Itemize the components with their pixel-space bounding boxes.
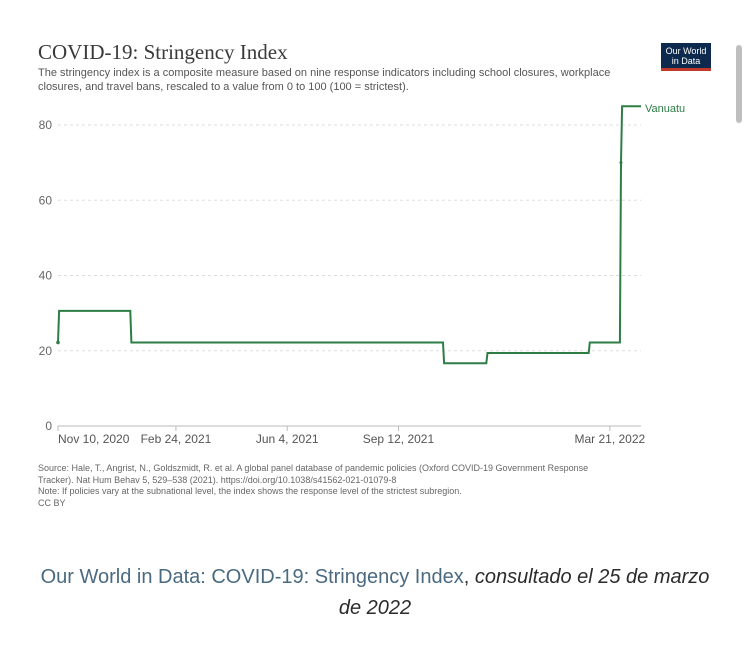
x-tick-label: Nov 10, 2020 <box>58 432 130 446</box>
source-line: Source: Hale, T., Angrist, N., Goldszmid… <box>38 463 589 473</box>
chart-card: COVID-19: Stringency Index The stringenc… <box>38 40 711 509</box>
series-label: Vanuatu <box>645 103 685 115</box>
series-line-vanuatu <box>57 105 641 365</box>
license-line: CC BY <box>38 497 66 508</box>
note-line: Note: If policies vary at the subnationa… <box>38 486 462 496</box>
citation-note: consultado el 25 de marzo de 2022 <box>338 566 710 619</box>
x-tick-label: Feb 24, 2021 <box>141 432 212 446</box>
x-tick-label: Jun 4, 2021 <box>256 432 319 446</box>
owid-logo-line2: in Data <box>671 56 701 66</box>
citation: Our World in Data: COVID-19: Stringency … <box>30 562 720 624</box>
scrollbar[interactable] <box>736 45 744 125</box>
y-tick-label: 20 <box>39 344 53 358</box>
y-tick-label: 60 <box>39 193 53 207</box>
x-tick-label: Sep 12, 2021 <box>363 432 435 446</box>
source-line: Tracker). Nat Hum Behav 5, 529–538 (2021… <box>38 474 397 485</box>
chart-title: COVID-19: Stringency Index <box>38 40 288 64</box>
citation-link[interactable]: Our World in Data: COVID-19: Stringency … <box>40 566 464 588</box>
owid-logo[interactable]: Our World in Data <box>661 43 711 71</box>
y-tick-label: 0 <box>45 419 52 433</box>
chart-source: Source: Hale, T., Angrist, N., Goldszmid… <box>38 463 698 509</box>
series-point <box>619 161 623 165</box>
y-tick-label: 40 <box>39 269 53 283</box>
chart-subtitle: The stringency index is a composite meas… <box>38 67 611 93</box>
series-start-point <box>56 340 60 345</box>
y-tick-label: 80 <box>39 118 53 132</box>
x-tick-label: Mar 21, 2022 <box>574 432 645 446</box>
scrollbar-thumb[interactable] <box>736 45 742 123</box>
owid-logo-line1: Our World <box>665 46 707 56</box>
chart-plot: 0 20 40 60 80 Nov 10, 2020 Feb 24, 2021 Jun 4, … <box>39 103 686 446</box>
citation-separator: , <box>463 566 475 588</box>
